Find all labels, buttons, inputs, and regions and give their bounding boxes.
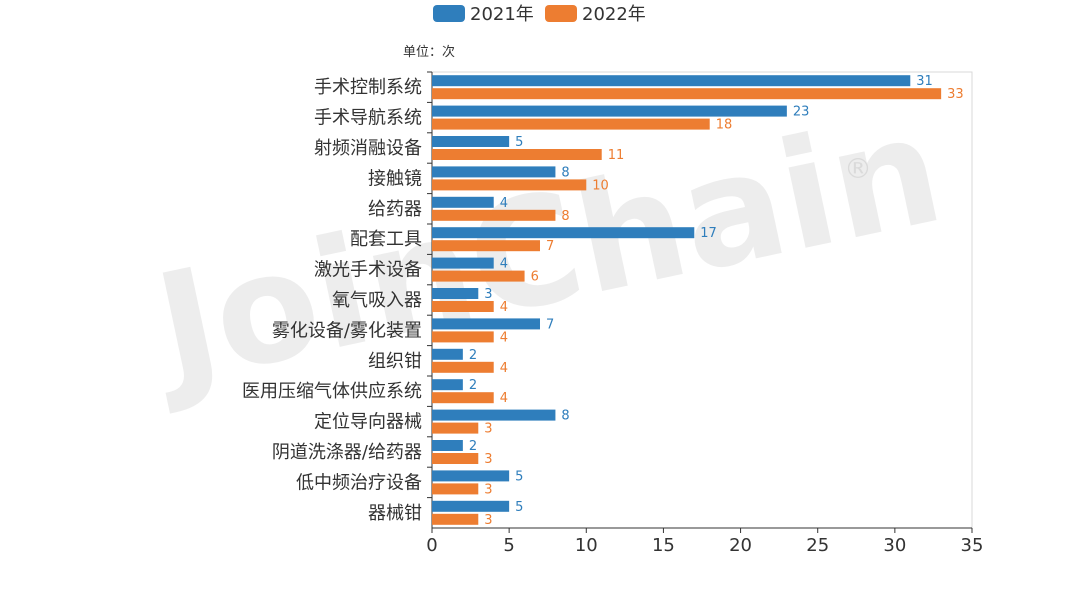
bar-2022 <box>432 149 602 160</box>
data-label: 3 <box>484 513 492 528</box>
bar-2022 <box>432 118 710 130</box>
watermark-registered-mark: ® <box>844 152 872 185</box>
bar-2021 <box>432 166 556 178</box>
data-label: 8 <box>561 165 569 180</box>
data-label: 7 <box>546 317 554 332</box>
bar-2021 <box>432 227 695 239</box>
bar-2022 <box>432 270 525 282</box>
category-label: 器械钳 <box>368 503 422 524</box>
x-tick-label: 35 <box>961 535 984 556</box>
data-label: 4 <box>500 300 508 315</box>
bar-2022 <box>432 331 494 343</box>
x-tick-label: 5 <box>503 535 514 556</box>
category-label: 激光手术设备 <box>314 260 422 281</box>
data-label: 7 <box>546 239 554 254</box>
data-label: 4 <box>500 196 508 211</box>
data-label: 2 <box>469 348 477 363</box>
legend-label-2021: 2021年 <box>470 4 534 25</box>
bar-2021 <box>432 75 911 87</box>
category-labels: 手术控制系统手术导航系统射频消融设备接触镜给药器配套工具激光手术设备氧气吸入器雾… <box>242 71 432 524</box>
data-label: 31 <box>916 74 933 89</box>
bar-2021 <box>432 500 510 512</box>
category-label: 雾化设备/雾化装置 <box>272 320 422 341</box>
bar-2021 <box>432 136 510 147</box>
data-label: 3 <box>484 422 492 437</box>
data-label: 4 <box>500 391 508 406</box>
data-label: 4 <box>500 257 508 272</box>
legend-swatch-2022 <box>545 5 577 22</box>
data-label: 2 <box>469 439 477 454</box>
data-label: 3 <box>484 452 492 467</box>
data-label: 5 <box>515 500 523 515</box>
data-label: 10 <box>592 178 609 193</box>
x-tick-label: 25 <box>806 535 829 556</box>
x-tick-label: 15 <box>652 535 675 556</box>
bar-2022 <box>432 240 540 252</box>
data-label: 18 <box>716 118 733 133</box>
x-axis-ticks: 0 5 10 15 20 25 30 35 <box>426 528 983 556</box>
bar-2021 <box>432 470 510 482</box>
bar-2022 <box>432 422 479 434</box>
category-label: 手术导航系统 <box>314 108 422 129</box>
x-tick-label: 10 <box>575 535 598 556</box>
bar-2022 <box>432 361 494 373</box>
bar-2022 <box>432 392 494 404</box>
data-label: 4 <box>500 361 508 376</box>
data-label: 33 <box>947 87 964 102</box>
data-label: 5 <box>515 135 523 150</box>
x-tick-label: 0 <box>426 535 437 556</box>
data-label: 6 <box>531 270 539 285</box>
category-label: 接触镜 <box>368 168 422 189</box>
legend-label-2022: 2022年 <box>582 4 646 25</box>
legend-swatch-2021 <box>433 5 465 22</box>
bar-2022 <box>432 513 479 525</box>
data-label: 5 <box>515 469 523 484</box>
category-label: 氧气吸入器 <box>332 290 422 311</box>
data-label: 3 <box>484 482 492 497</box>
category-label: 组织钳 <box>368 351 422 372</box>
bar-2022 <box>432 88 942 100</box>
data-label: 23 <box>793 105 810 120</box>
data-label: 4 <box>500 330 508 345</box>
data-label: 17 <box>700 226 717 241</box>
x-tick-label: 20 <box>729 535 752 556</box>
data-label: 2 <box>469 378 477 393</box>
bar-2022 <box>432 179 587 191</box>
bar-2021 <box>432 440 463 451</box>
legend: 2021年 2022年 <box>433 4 646 25</box>
category-label: 射频消融设备 <box>314 138 422 159</box>
bar-2021 <box>432 409 556 421</box>
category-label: 定位导向器械 <box>314 412 422 433</box>
bar-2021 <box>432 196 494 208</box>
data-label: 8 <box>561 409 569 424</box>
unit-label: 单位：次 <box>403 44 455 60</box>
category-label: 阴道洗涤器/给药器 <box>272 442 422 463</box>
bar-2022 <box>432 209 556 221</box>
data-label: 11 <box>608 148 625 163</box>
bar-2021 <box>432 257 494 269</box>
bar-2021 <box>432 288 479 299</box>
bar-2021 <box>432 318 540 330</box>
category-label: 医用压缩气体供应系统 <box>242 381 422 402</box>
bar-2022 <box>432 301 494 312</box>
bar-2022 <box>432 483 479 495</box>
bar-2021 <box>432 105 787 117</box>
category-label: 低中频治疗设备 <box>296 472 422 493</box>
bar-2021 <box>432 348 463 360</box>
data-label: 8 <box>561 209 569 224</box>
bar-2022 <box>432 453 479 464</box>
x-tick-label: 30 <box>883 535 906 556</box>
category-label: 给药器 <box>368 199 422 220</box>
data-label: 3 <box>484 287 492 302</box>
category-label: 配套工具 <box>350 229 422 250</box>
bars <box>432 75 942 525</box>
watermark: JoinChain <box>134 83 955 420</box>
bar-2021 <box>432 379 463 391</box>
category-label: 手术控制系统 <box>314 77 422 98</box>
